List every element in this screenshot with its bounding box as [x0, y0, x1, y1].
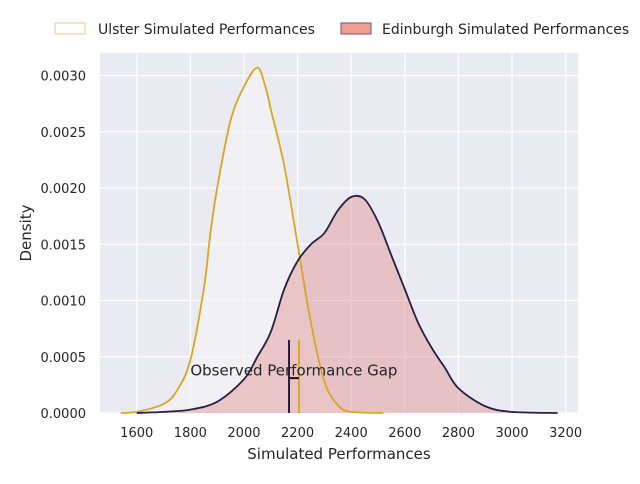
legend: Ulster Simulated Performances Edinburgh …: [54, 22, 629, 38]
x-tick-label: 2800: [442, 426, 475, 441]
x-tick-label: 1800: [174, 426, 207, 441]
y-tick-label: 0.0015: [41, 238, 87, 253]
ulster-density-fill: [120, 67, 384, 413]
y-tick-label: 0.0005: [41, 351, 87, 366]
legend-label-ulster: Ulster Simulated Performances: [98, 22, 315, 38]
y-tick-label: 0.0000: [41, 407, 87, 422]
annotation-group: Observed Performance Gap: [190, 339, 397, 413]
y-axis-label: Density: [17, 204, 35, 261]
x-tick-label: 3000: [496, 426, 529, 441]
x-axis-label: Simulated Performances: [247, 445, 431, 463]
edinburgh-density-line: [136, 194, 558, 414]
legend-swatch-ulster: [54, 22, 86, 35]
y-tick-label: 0.0030: [41, 70, 87, 85]
legend-swatch-edinburgh: [340, 22, 372, 35]
density-lines: [120, 66, 558, 414]
x-tick-label: 2200: [281, 426, 314, 441]
y-tick-label: 0.0020: [41, 182, 87, 197]
y-tick-label: 0.0025: [41, 126, 87, 141]
x-tick-label: 2600: [388, 426, 421, 441]
x-tick-label: 2400: [335, 426, 368, 441]
x-tick-labels: 1600 1800 2000 2200 2400 2600 2800 3000 3200: [120, 426, 582, 441]
y-tick-labels: 0.0000 0.0005 0.0010 0.0015 0.0020 0.0025 0.00…: [41, 70, 87, 423]
annotation-text: Observed Performance Gap: [190, 361, 397, 379]
edinburgh-density-fill: [136, 195, 558, 413]
y-tick-label: 0.0010: [41, 295, 87, 310]
x-tick-label: 3200: [549, 426, 582, 441]
density-fills: [120, 67, 558, 413]
x-tick-label: 2000: [227, 426, 260, 441]
legend-label-edinburgh: Edinburgh Simulated Performances: [382, 22, 629, 38]
ulster-density-line: [120, 66, 384, 414]
x-tick-label: 1600: [120, 426, 153, 441]
